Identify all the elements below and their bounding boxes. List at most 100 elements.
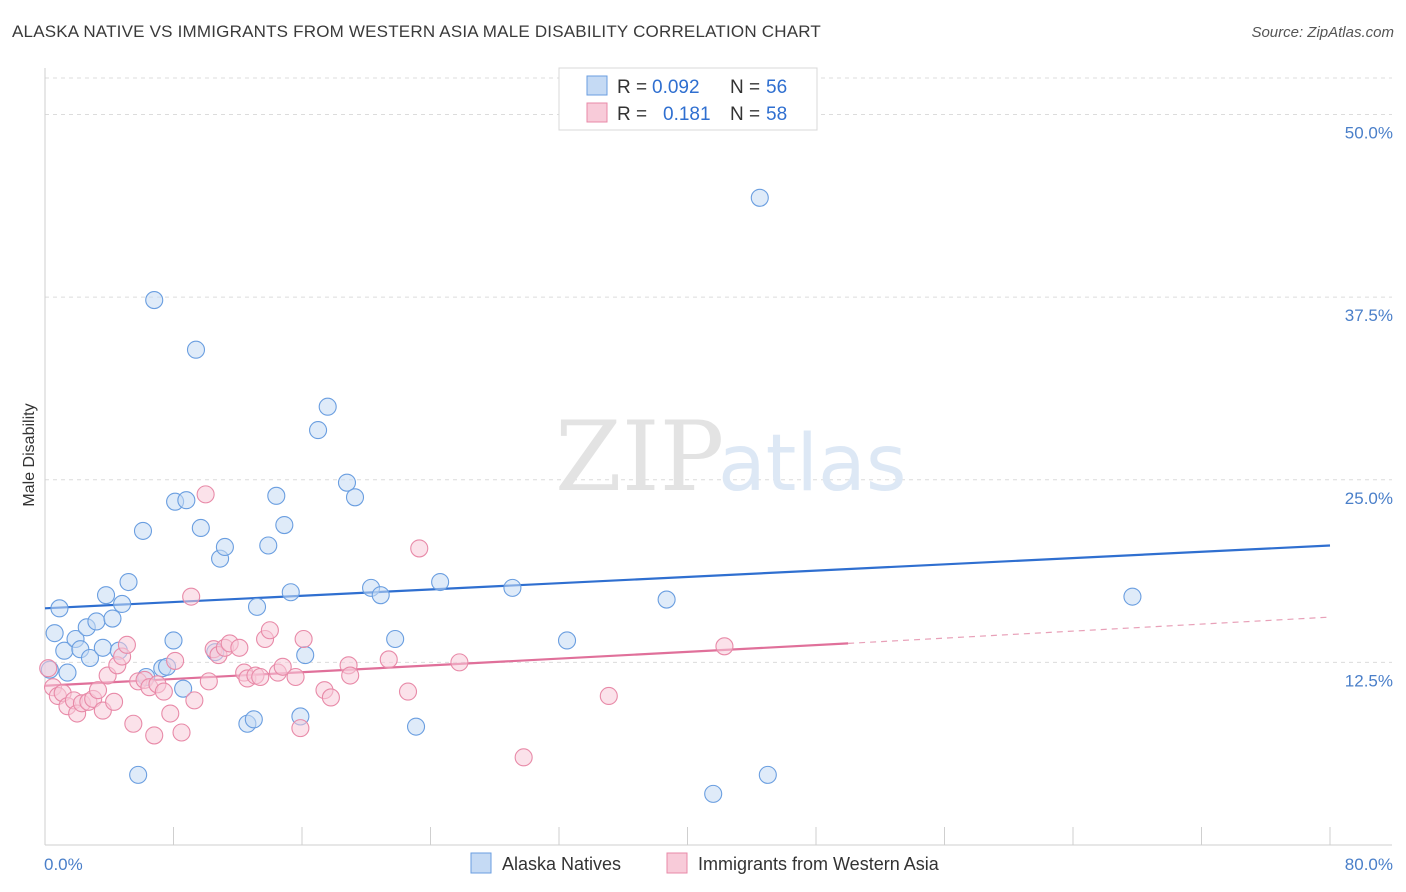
point-western-asia-30 xyxy=(199,672,218,691)
point-alaska-natives-9 xyxy=(87,612,106,631)
point-alaska-natives-42 xyxy=(337,473,357,492)
point-alaska-natives-4 xyxy=(58,663,77,682)
point-western-asia-10 xyxy=(88,681,108,700)
point-alaska-natives-43 xyxy=(345,488,365,507)
point-western-asia-28 xyxy=(185,691,204,710)
legend-r-value-2: 0.181 xyxy=(663,104,711,125)
point-alaska-natives-49 xyxy=(503,578,522,597)
point-alaska-natives-14 xyxy=(113,594,132,613)
point-western-asia-24 xyxy=(161,704,180,723)
legend-bottom-label-alaska-natives: Alaska Natives xyxy=(502,854,621,874)
watermark-atlas: atlas xyxy=(718,419,907,509)
trend-line-alaska-natives xyxy=(44,544,1331,610)
point-alaska-natives-17 xyxy=(133,521,153,540)
x-tick-label-1: 80.0% xyxy=(1345,855,1393,874)
legend-n-label-1: N = xyxy=(730,77,760,98)
point-western-asia-54 xyxy=(450,653,469,672)
legend-bottom: Alaska Natives Immigrants from Western A… xyxy=(470,852,940,874)
point-alaska-natives-50 xyxy=(557,631,577,650)
point-western-asia-46 xyxy=(294,629,313,649)
point-western-asia-43 xyxy=(273,657,292,676)
point-western-asia-21 xyxy=(145,726,164,745)
point-alaska-natives-27 xyxy=(191,518,210,538)
point-western-asia-25 xyxy=(166,651,185,670)
point-alaska-natives-51 xyxy=(657,590,676,609)
legend-bottom-swatch-alaska-natives xyxy=(470,852,492,874)
chart-title: ALASKA NATIVE VS IMMIGRANTS FROM WESTERN… xyxy=(12,22,821,41)
point-alaska-natives-11 xyxy=(96,586,116,605)
point-alaska-natives-32 xyxy=(244,710,263,729)
x-tick-label-0: 0.0% xyxy=(44,855,83,874)
legend-bottom-label-western-asia: Immigrants from Western Asia xyxy=(698,854,940,874)
point-alaska-natives-47 xyxy=(406,717,426,736)
watermark: ZIP atlas xyxy=(555,401,907,513)
watermark-zip: ZIP xyxy=(555,401,724,513)
legend-bottom-swatch-western-asia xyxy=(666,852,688,874)
legend-swatch-western-asia xyxy=(586,102,608,123)
point-western-asia-26 xyxy=(172,723,191,742)
y-tick-label-1: 25.0% xyxy=(1345,489,1393,508)
point-alaska-natives-30 xyxy=(215,537,234,557)
point-alaska-natives-40 xyxy=(309,421,328,440)
point-western-asia-29 xyxy=(196,485,215,504)
legend-top: R = 0.092 N = 56 R = 0.181 N = 58 xyxy=(558,67,818,131)
point-alaska-natives-26 xyxy=(186,340,206,359)
point-western-asia-50 xyxy=(341,666,360,685)
point-alaska-natives-52 xyxy=(704,784,723,803)
point-western-asia-35 xyxy=(230,638,249,657)
point-alaska-natives-53 xyxy=(750,188,769,207)
trend-line-western-asia xyxy=(44,642,849,687)
axes xyxy=(44,68,1392,846)
point-alaska-natives-19 xyxy=(145,291,164,310)
point-alaska-natives-16 xyxy=(129,765,148,784)
point-alaska-natives-10 xyxy=(93,638,112,657)
legend-n-value-1: 56 xyxy=(766,77,787,98)
point-alaska-natives-34 xyxy=(259,536,278,555)
legend-n-label-2: N = xyxy=(730,104,760,125)
y-axis-label: Male Disability xyxy=(21,403,38,506)
point-western-asia-17 xyxy=(124,714,143,733)
y-tick-labels: 12.5% 25.0% 37.5% 50.0% xyxy=(1345,124,1393,691)
point-alaska-natives-46 xyxy=(386,629,405,649)
trend-line-extension-western-asia xyxy=(848,616,1331,644)
y-tick-label-3: 50.0% xyxy=(1345,124,1393,143)
point-alaska-natives-37 xyxy=(281,583,300,602)
point-alaska-natives-22 xyxy=(164,631,183,650)
point-alaska-natives-2 xyxy=(50,599,69,618)
legend-r-label-1: R = xyxy=(617,77,647,98)
point-western-asia-55 xyxy=(514,748,533,767)
x-tick-labels: 0.0% 80.0% xyxy=(44,855,1393,874)
trend-lines xyxy=(44,544,1331,687)
point-alaska-natives-24 xyxy=(174,679,193,698)
point-alaska-natives-36 xyxy=(275,516,294,535)
point-western-asia-41 xyxy=(260,621,279,640)
point-western-asia-53 xyxy=(410,539,429,558)
source-label: Source: ZipAtlas.com xyxy=(1251,24,1394,41)
point-western-asia-16 xyxy=(117,635,136,654)
point-alaska-natives-12 xyxy=(103,609,122,628)
legend-swatch-alaska-natives xyxy=(586,75,608,96)
point-western-asia-52 xyxy=(398,682,418,701)
y-tick-label-0: 12.5% xyxy=(1345,671,1393,690)
data-points xyxy=(39,188,1142,803)
legend-r-label-2: R = xyxy=(617,104,647,125)
point-western-asia-56 xyxy=(599,686,618,706)
point-western-asia-48 xyxy=(321,688,340,707)
point-western-asia-27 xyxy=(182,587,201,606)
point-alaska-natives-45 xyxy=(371,586,390,605)
point-western-asia-44 xyxy=(286,667,305,687)
point-alaska-natives-25 xyxy=(177,491,196,510)
point-alaska-natives-55 xyxy=(1123,587,1142,606)
point-western-asia-39 xyxy=(251,667,270,687)
point-western-asia-51 xyxy=(379,650,398,669)
point-alaska-natives-54 xyxy=(758,765,777,784)
point-western-asia-57 xyxy=(715,637,734,656)
point-western-asia-23 xyxy=(154,682,173,701)
point-alaska-natives-8 xyxy=(80,648,100,668)
point-alaska-natives-33 xyxy=(247,597,267,616)
legend-r-value-1: 0.092 xyxy=(652,77,700,98)
y-tick-label-2: 37.5% xyxy=(1345,306,1393,325)
point-alaska-natives-15 xyxy=(119,572,138,592)
point-western-asia-45 xyxy=(291,719,310,738)
